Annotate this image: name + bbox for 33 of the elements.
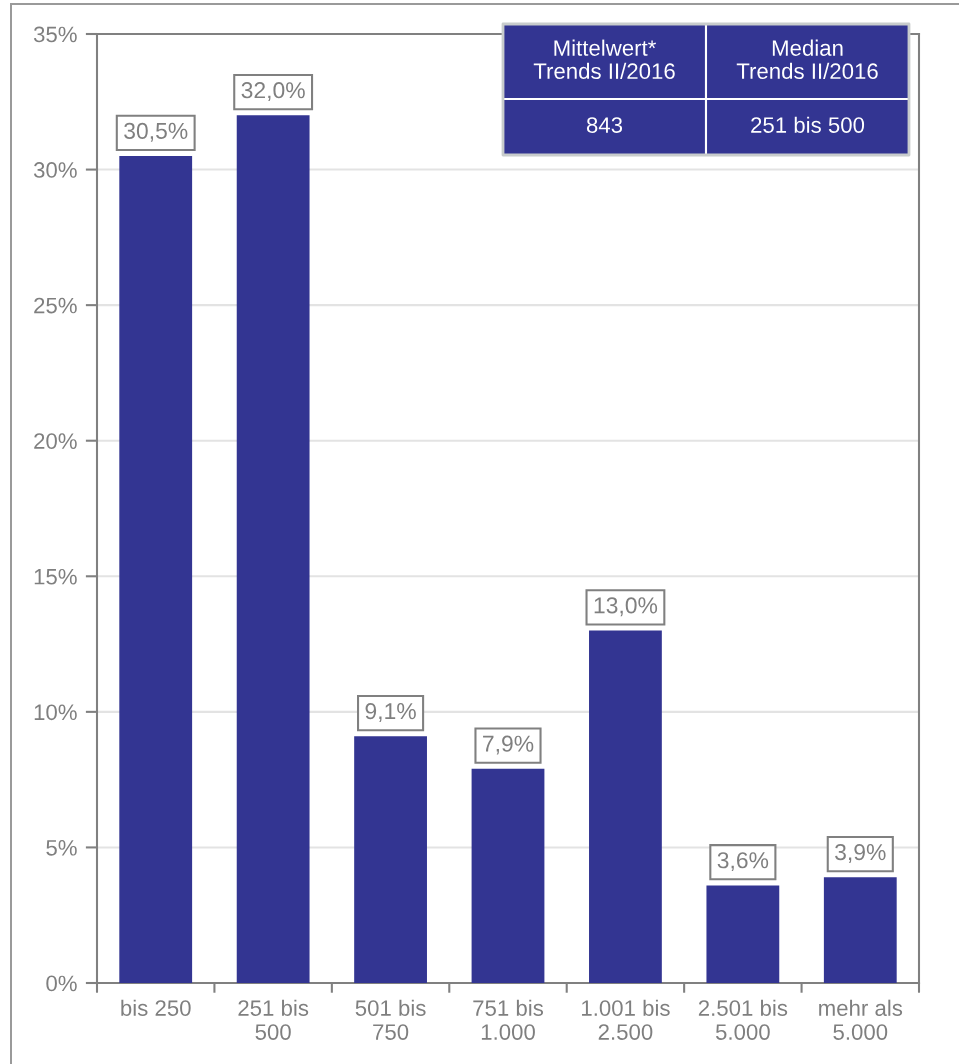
data-label: 7,9% <box>483 735 534 755</box>
x-tick-label: 2.501 bis 5.000 <box>698 999 788 1040</box>
bar <box>471 768 545 983</box>
bar <box>236 115 310 983</box>
data-label: 30,5% <box>124 122 188 142</box>
y-tick-label: 20% <box>34 433 77 449</box>
x-tick-label: 501 bis 750 <box>355 999 426 1040</box>
bar <box>706 885 780 983</box>
y-tick-label: 5% <box>46 840 77 856</box>
bar <box>589 630 662 983</box>
bar <box>823 877 897 983</box>
y-tick-label: 35% <box>33 26 77 43</box>
x-tick-label: bis 250 <box>121 999 191 1016</box>
data-label: 3,9% <box>835 844 886 863</box>
y-tick-label: 25% <box>34 297 77 314</box>
data-label: 32,0% <box>241 82 305 102</box>
data-label: 13,0% <box>594 597 658 617</box>
annotation: 843 <box>586 117 623 133</box>
x-tick-label: 251 bis 500 <box>238 999 309 1040</box>
y-tick-label: 0% <box>46 975 77 992</box>
x-tick-label: 751 bis 1.000 <box>473 999 544 1040</box>
bar <box>354 736 427 983</box>
bar <box>119 156 193 983</box>
y-tick-label: 15% <box>34 568 77 585</box>
data-label: 3,6% <box>717 852 769 872</box>
y-tick-label: 30% <box>33 162 77 178</box>
annotation: 251 bis 500 <box>751 116 865 133</box>
y-tick-label: 10% <box>34 704 77 721</box>
x-tick-label: 1.001 bis 2.500 <box>582 999 670 1040</box>
annotation: Mittelwert* Trends II/2016 <box>533 39 675 80</box>
x-tick-label: mehr als 5.000 <box>819 999 903 1040</box>
data-label: 9,1% <box>365 703 416 722</box>
annotation: Median Trends II/2016 <box>736 39 878 80</box>
